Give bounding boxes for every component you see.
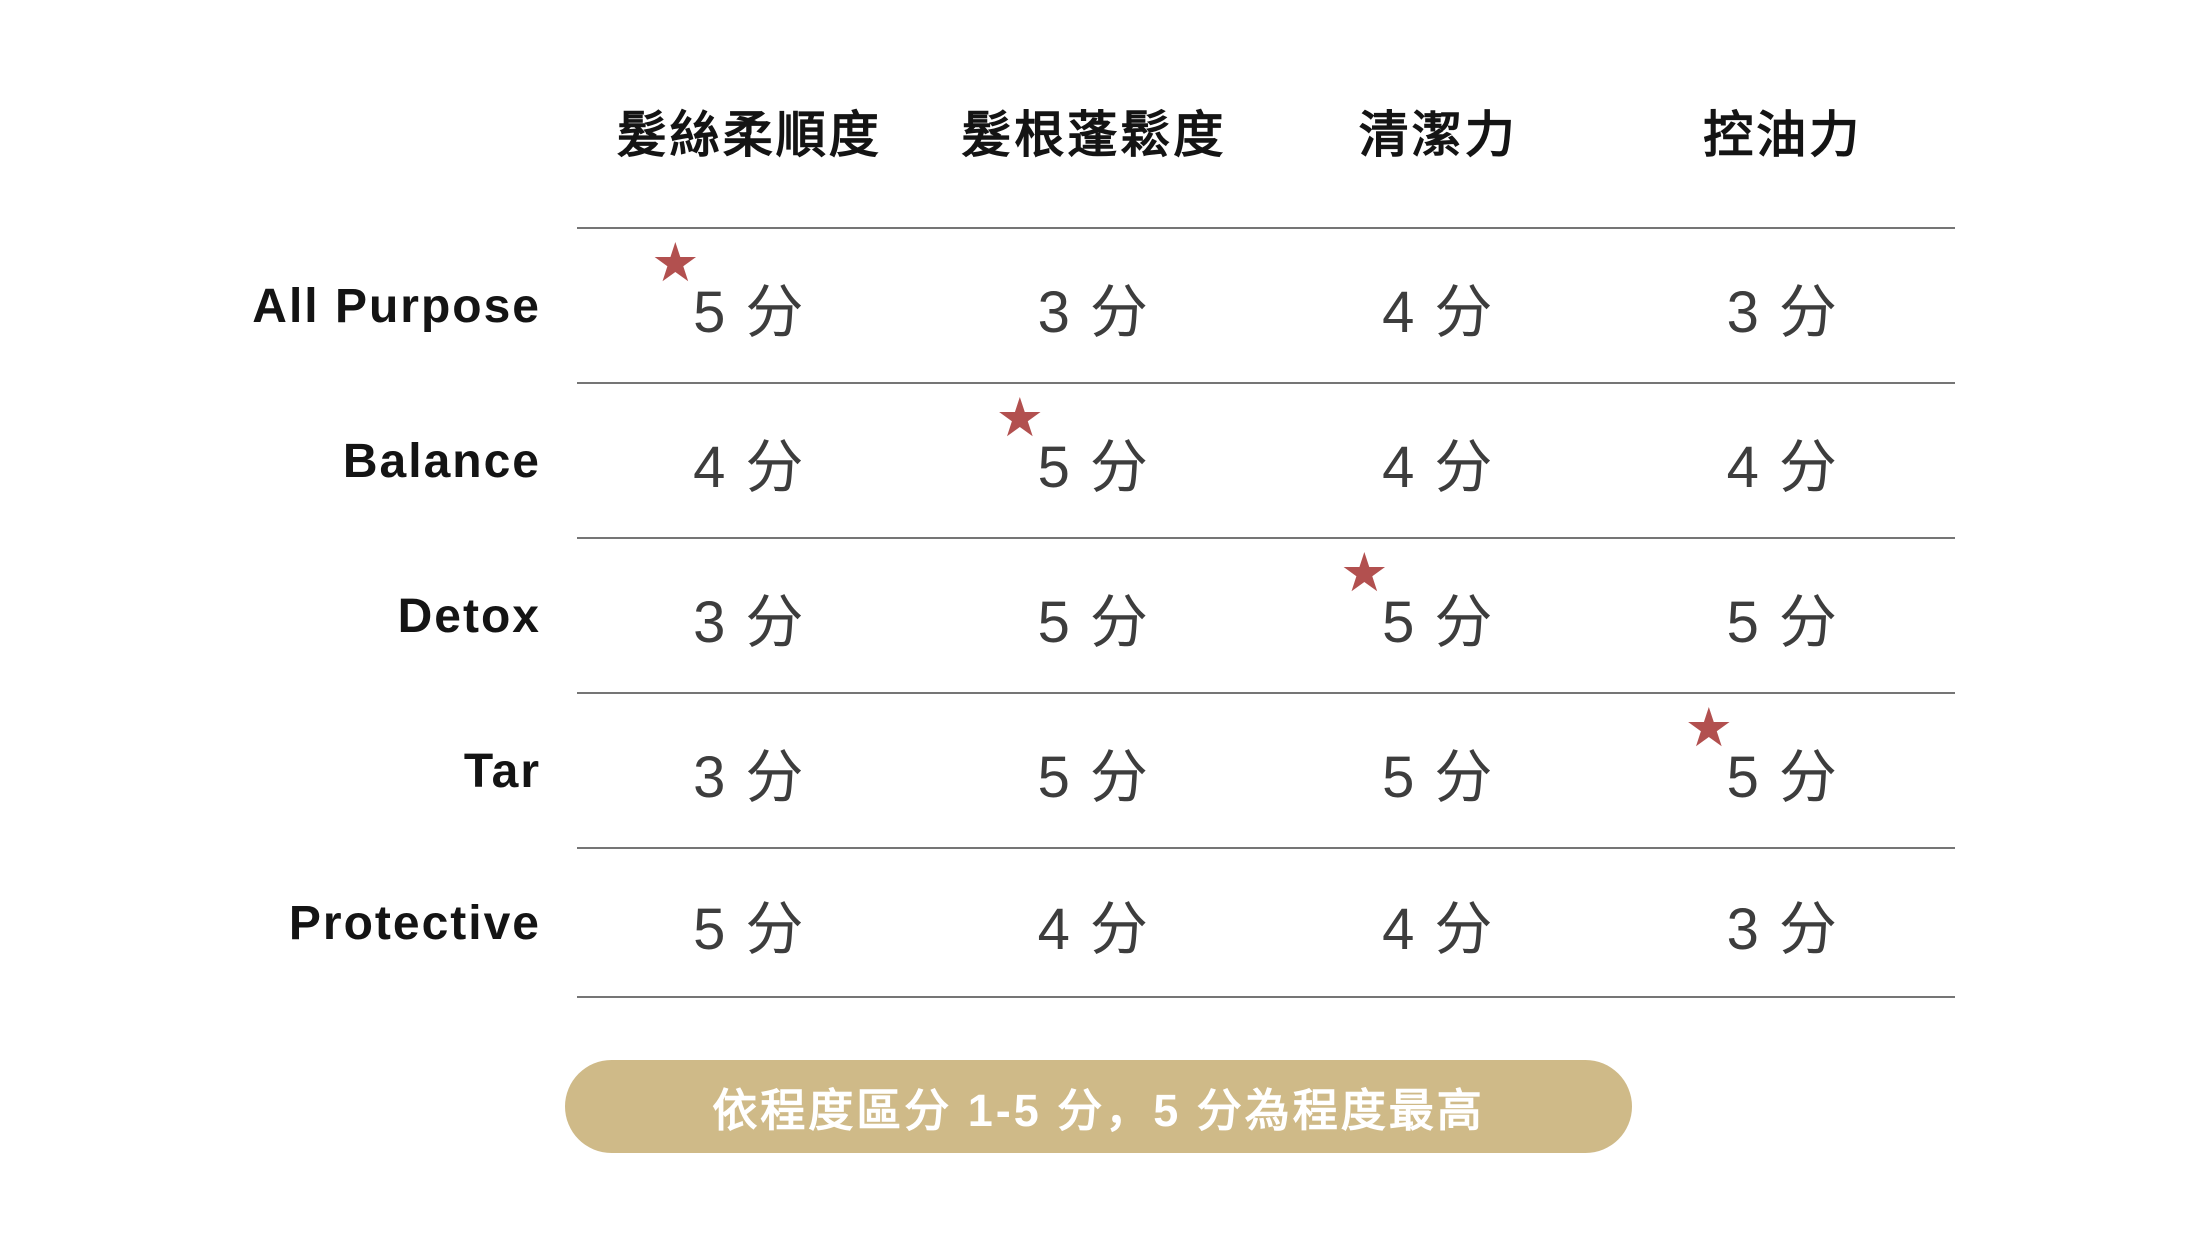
column-header-root-volume: 髮根蓬鬆度 — [921, 75, 1266, 229]
table-cell: ★ 5 分 — [921, 384, 1266, 539]
score: 5 分 — [1727, 580, 1839, 652]
table-cell: 3 分 — [577, 694, 922, 849]
star-icon: ★ — [995, 385, 1044, 449]
score-value: 5 分 — [693, 279, 806, 345]
score-value: 5 分 — [1382, 589, 1495, 655]
score-value: 5 分 — [1382, 744, 1495, 810]
score: ★ 5 分 — [651, 235, 806, 345]
score-value: 3 分 — [693, 744, 806, 810]
score-legend-text: 依程度區分 1-5 分，5 分為程度最高 — [712, 1085, 1485, 1136]
corner-spacer — [240, 75, 577, 229]
row-label-detox: Detox — [397, 590, 541, 643]
star-icon: ★ — [1684, 695, 1733, 759]
table-cell: 4 分 — [1266, 229, 1611, 384]
star-icon: ★ — [1340, 540, 1389, 604]
score-value: 4 分 — [1382, 434, 1495, 500]
score: 3 分 — [693, 735, 805, 807]
table-cell: ★ 5 分 — [1610, 694, 1955, 849]
score-value: 4 分 — [1382, 279, 1495, 345]
score: 4 分 — [1382, 425, 1494, 497]
score-value: 4 分 — [1726, 434, 1839, 500]
table-cell: 5 分 — [1610, 539, 1955, 694]
score-value: 5 分 — [1037, 434, 1150, 500]
score: 4 分 — [1382, 270, 1494, 342]
score-value: 4 分 — [1037, 896, 1150, 962]
column-header-oil-control: 控油力 — [1610, 75, 1955, 229]
rating-table: 髮絲柔順度 髮根蓬鬆度 清潔力 控油力 All Purpose ★ 5 分 3 分… — [240, 75, 1955, 998]
score: 4 分 — [1382, 887, 1494, 959]
score: 3 分 — [693, 580, 805, 652]
score-value: 4 分 — [1382, 896, 1495, 962]
score: 4 分 — [1727, 425, 1839, 497]
table-cell: 5 分 — [1266, 694, 1611, 849]
score: 5 分 — [1382, 735, 1494, 807]
star-icon: ★ — [651, 230, 700, 294]
score-value: 3 分 — [1726, 896, 1839, 962]
score: 3 分 — [1038, 270, 1150, 342]
table-cell: ★ 5 分 — [577, 229, 922, 384]
score-value: 3 分 — [1037, 279, 1150, 345]
row-label-tar: Tar — [463, 745, 541, 798]
table-cell: ★ 5 分 — [1266, 539, 1611, 694]
table-cell: 4 分 — [1610, 384, 1955, 539]
score: 4 分 — [1038, 887, 1150, 959]
score-value: 5 分 — [693, 896, 806, 962]
score: ★ 5 分 — [1685, 700, 1839, 810]
score-value: 5 分 — [1037, 744, 1150, 810]
table-cell: 5 分 — [921, 694, 1266, 849]
table-cell: 3 分 — [1610, 229, 1955, 384]
table-cell: 4 分 — [577, 384, 922, 539]
row-label-balance: Balance — [342, 435, 541, 488]
score: 3 分 — [1727, 270, 1839, 342]
table-cell: 4 分 — [1266, 849, 1611, 998]
score-value: 5 分 — [1037, 589, 1150, 655]
score: 3 分 — [1727, 887, 1839, 959]
row-label-all-purpose: All Purpose — [252, 280, 541, 333]
score-value: 3 分 — [693, 589, 806, 655]
row-label-protective: Protective — [288, 897, 541, 950]
score-value: 3 分 — [1726, 279, 1839, 345]
column-header-hair-smoothness: 髮絲柔順度 — [577, 75, 922, 229]
score: 5 分 — [1038, 580, 1150, 652]
table-cell: 3 分 — [1610, 849, 1955, 998]
table-cell: 4 分 — [1266, 384, 1611, 539]
score-value: 5 分 — [1726, 744, 1839, 810]
table-cell: 3 分 — [921, 229, 1266, 384]
score-value: 4 分 — [693, 434, 806, 500]
table-cell: 3 分 — [577, 539, 922, 694]
column-header-cleansing-power: 清潔力 — [1266, 75, 1611, 229]
score: ★ 5 分 — [1340, 545, 1495, 655]
table-cell: 4 分 — [921, 849, 1266, 998]
score: ★ 5 分 — [996, 390, 1150, 500]
score: 4 分 — [693, 425, 805, 497]
table-cell: 5 分 — [921, 539, 1266, 694]
score-legend-badge: 依程度區分 1-5 分，5 分為程度最高 — [565, 1060, 1632, 1153]
table-cell: 5 分 — [577, 849, 922, 998]
score-value: 5 分 — [1726, 589, 1839, 655]
score: 5 分 — [693, 887, 805, 959]
score: 5 分 — [1038, 735, 1150, 807]
